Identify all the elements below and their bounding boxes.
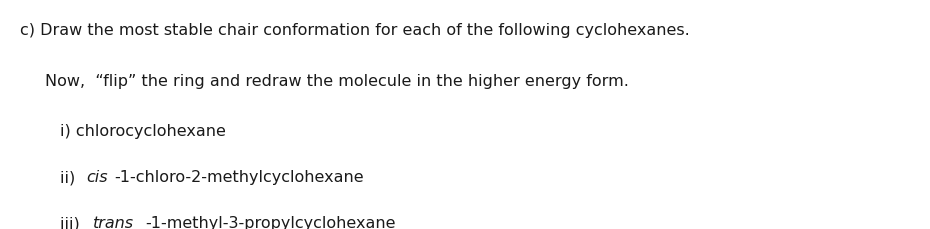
Text: -1-chloro-2-methylcyclohexane: -1-chloro-2-methylcyclohexane <box>114 169 365 184</box>
Text: -1-methyl-3-propylcyclohexane: -1-methyl-3-propylcyclohexane <box>146 215 396 229</box>
Text: c) Draw the most stable chair conformation for each of the following cyclohexane: c) Draw the most stable chair conformati… <box>20 23 690 38</box>
Text: trans: trans <box>93 215 134 229</box>
Text: Now,  “flip” the ring and redraw the molecule in the higher energy form.: Now, “flip” the ring and redraw the mole… <box>45 73 629 88</box>
Text: ii): ii) <box>60 169 81 184</box>
Text: cis: cis <box>86 169 109 184</box>
Text: iii): iii) <box>60 215 86 229</box>
Text: i) chlorocyclohexane: i) chlorocyclohexane <box>60 124 226 139</box>
